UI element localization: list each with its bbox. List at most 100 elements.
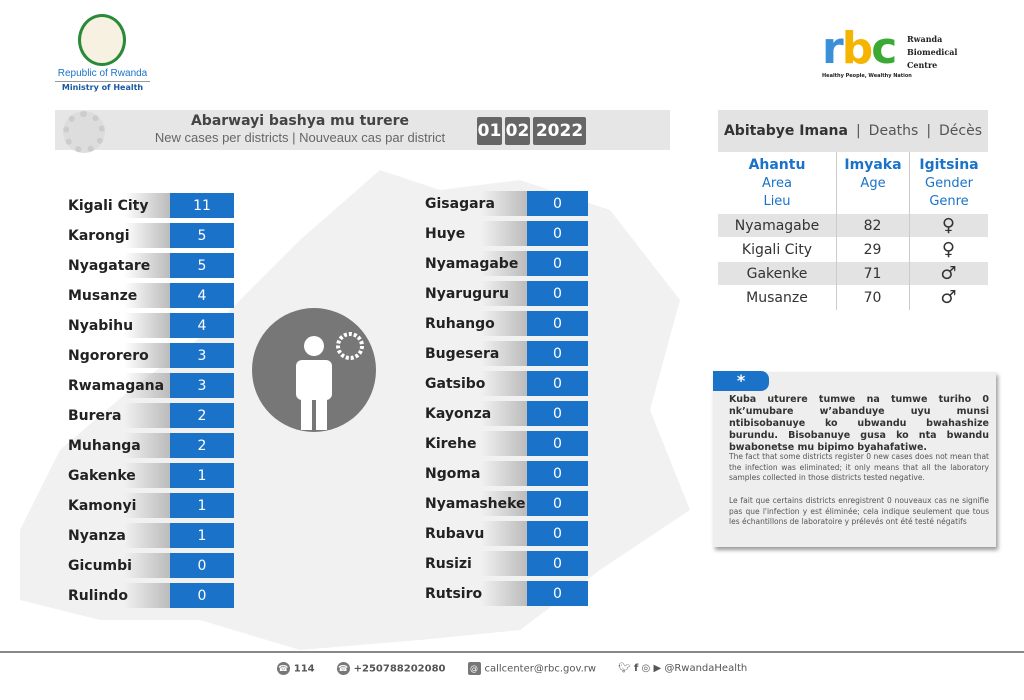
- case-count: 0: [527, 581, 588, 606]
- case-count: 5: [170, 223, 234, 248]
- date-day: 01: [477, 117, 502, 145]
- row-gradient: [425, 251, 527, 276]
- district-name: Rusizi: [425, 555, 472, 572]
- district-name: Karongi: [68, 227, 130, 244]
- hotline: ☎ 114: [276, 662, 315, 675]
- cases-title-rw: Abarwayi bashya mu turere: [190, 113, 410, 129]
- gender-icon: ♀: [941, 215, 956, 236]
- district-name: Ngoma: [425, 465, 481, 482]
- col-gender-header: Igitsina Gender Genre: [910, 156, 988, 211]
- row-gradient: [425, 191, 527, 216]
- row-gradient: [68, 493, 170, 518]
- district-row: Gakenke 1: [68, 463, 234, 488]
- col-gender-rw: Igitsina: [919, 157, 979, 173]
- district-row: Nyamasheke 0: [425, 491, 588, 516]
- row-gradient: [425, 581, 527, 606]
- footer-divider: [0, 651, 1024, 653]
- death-row: Nyamagabe 82 ♀: [718, 214, 988, 237]
- separator: |: [926, 123, 932, 139]
- case-count: 0: [527, 461, 588, 486]
- district-row: Rulindo 0: [68, 583, 234, 608]
- row-gradient: [68, 373, 170, 398]
- case-count: 0: [527, 281, 588, 306]
- row-gradient: [68, 523, 170, 548]
- district-name: Gicumbi: [68, 557, 132, 574]
- district-name: Kamonyi: [68, 497, 137, 514]
- district-row: Rwamagana 3: [68, 373, 234, 398]
- district-row: Karongi 5: [68, 223, 234, 248]
- row-gradient: [425, 491, 527, 516]
- deaths-title-en: Deaths: [868, 123, 919, 139]
- row-gradient: [425, 521, 527, 546]
- row-gradient: [425, 401, 527, 426]
- phone: ☎ +250788202080: [336, 662, 446, 675]
- district-name: Nyaruguru: [425, 285, 510, 302]
- row-gradient: [425, 221, 527, 246]
- district-name: Rwamagana: [68, 377, 165, 394]
- district-name: Nyagatare: [68, 257, 151, 274]
- gender-icon: ♀: [941, 239, 956, 260]
- district-name: Musanze: [68, 287, 138, 304]
- district-row: Nyabihu 4: [68, 313, 234, 338]
- rbc-name-3: Centre: [907, 60, 938, 70]
- district-name: Nyanza: [68, 527, 126, 544]
- instagram-icon[interactable]: ◎: [641, 663, 651, 674]
- note-box: Kuba uturere tumwe na tumwe turiho 0 nk’…: [713, 372, 996, 547]
- death-area: Musanze: [746, 289, 808, 306]
- case-count: 4: [170, 313, 234, 338]
- email-icon: @: [467, 662, 481, 675]
- col-area-header: Ahantu Area Lieu: [718, 156, 836, 211]
- case-count: 3: [170, 343, 234, 368]
- social-handle[interactable]: @RwandaHealth: [664, 663, 748, 674]
- row-gradient: [425, 371, 527, 396]
- hotline-number: 114: [293, 663, 315, 675]
- case-count: 0: [527, 341, 588, 366]
- district-row: Gatsibo 0: [425, 371, 588, 396]
- facebook-icon[interactable]: f: [633, 663, 639, 674]
- case-count: 0: [170, 583, 234, 608]
- deaths-title-fr: Décès: [939, 123, 983, 139]
- district-name: Huye: [425, 225, 466, 242]
- case-count: 0: [527, 311, 588, 336]
- row-gradient: [425, 431, 527, 456]
- twitter-icon[interactable]: 🐦︎: [618, 663, 631, 674]
- note-fr: Le fait que certains districts enregistr…: [729, 496, 989, 526]
- social: 🐦︎ f ◎ ▶ @RwandaHealth: [618, 663, 747, 674]
- footer: ☎ 114 ☎ +250788202080 @ callcenter@rbc.gov.…: [0, 662, 1024, 675]
- note-asterisk-tab: *: [713, 371, 769, 391]
- virus-icon: [63, 111, 105, 153]
- case-count: 1: [170, 523, 234, 548]
- case-count: 0: [527, 431, 588, 456]
- note-en: The fact that some districts register 0 …: [729, 452, 989, 482]
- case-count: 0: [170, 553, 234, 578]
- row-gradient: [68, 283, 170, 308]
- row-gradient: [68, 463, 170, 488]
- case-count: 0: [527, 521, 588, 546]
- youtube-icon[interactable]: ▶: [653, 663, 662, 674]
- row-gradient: [68, 343, 170, 368]
- divider: [909, 152, 910, 310]
- district-name: Gatsibo: [425, 375, 486, 392]
- case-count: 0: [527, 401, 588, 426]
- case-count: 0: [527, 191, 588, 216]
- phone-icon: ☎: [276, 662, 290, 675]
- death-area: Gakenke: [746, 265, 808, 282]
- person-with-virus-icon: [296, 332, 364, 430]
- district-row: Huye 0: [425, 221, 588, 246]
- district-name: Kirehe: [425, 435, 477, 452]
- district-row: Musanze 4: [68, 283, 234, 308]
- district-name: Kigali City: [68, 197, 149, 214]
- email-address[interactable]: callcenter@rbc.gov.rw: [484, 663, 597, 675]
- district-row: Rubavu 0: [425, 521, 588, 546]
- col-gender-en: Gender: [925, 176, 973, 191]
- row-gradient: [425, 311, 527, 336]
- district-name: Rutsiro: [425, 585, 483, 602]
- district-row: Burera 2: [68, 403, 234, 428]
- district-row: Gicumbi 0: [68, 553, 234, 578]
- case-count: 5: [170, 253, 234, 278]
- district-row: Bugesera 0: [425, 341, 588, 366]
- deaths-header: Abitabye Imana | Deaths | Décès: [718, 110, 988, 152]
- case-count: 2: [170, 403, 234, 428]
- separator: |: [855, 123, 861, 139]
- row-gradient: [425, 341, 527, 366]
